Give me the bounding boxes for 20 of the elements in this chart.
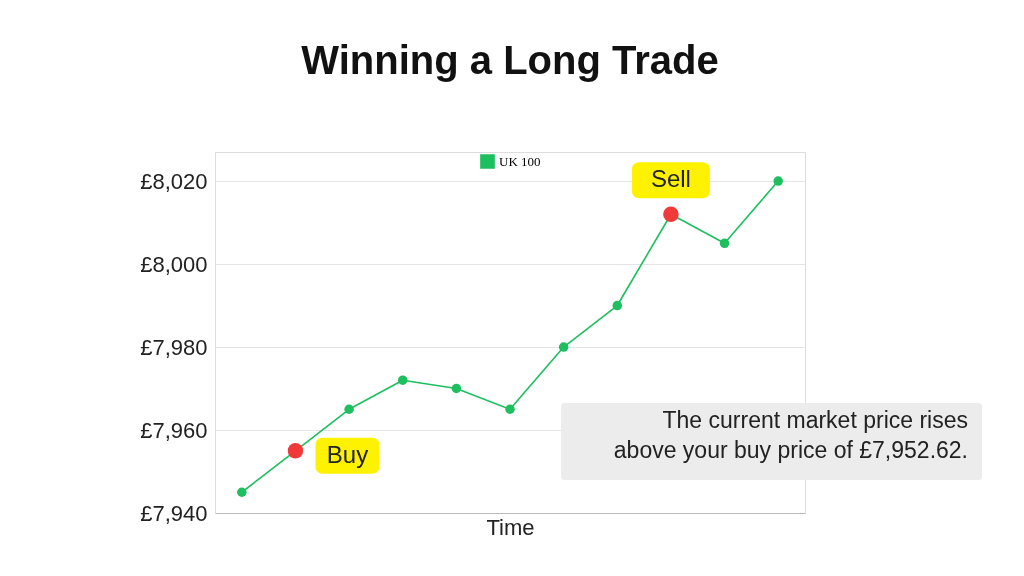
y-tick-label: £7,960	[140, 417, 208, 443]
y-tick-label: £7,980	[140, 334, 208, 360]
annotation: The current market price rises above your buy price of £7,952.62.	[613, 407, 968, 463]
point	[558, 342, 569, 352]
point	[505, 404, 515, 414]
point	[773, 176, 783, 186]
y-tick-label: £7,940	[140, 500, 208, 526]
annotation: Sell	[650, 165, 691, 193]
chart-title: Winning a Long Trade	[301, 38, 719, 82]
point	[719, 238, 730, 249]
point	[237, 487, 247, 497]
x-axis-title: Time	[486, 514, 535, 540]
annotation: Buy	[326, 440, 369, 468]
point	[344, 404, 354, 414]
point	[451, 383, 462, 394]
y-tick-label: £8,000	[140, 251, 208, 277]
point	[397, 375, 408, 385]
legend-label: UK 100	[499, 153, 541, 169]
point	[612, 300, 623, 311]
y-tick-label: £8,020	[140, 168, 208, 194]
